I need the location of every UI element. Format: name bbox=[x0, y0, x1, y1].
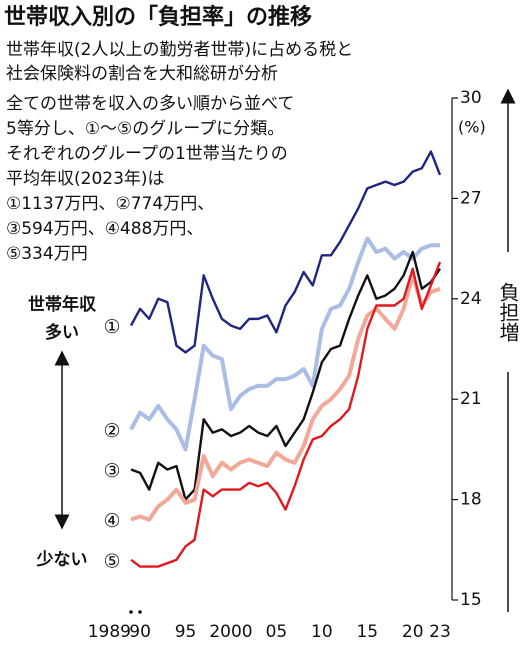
series-line bbox=[130, 250, 441, 501]
x-tick-label: 95 bbox=[175, 622, 197, 642]
series-label: ⑤ bbox=[103, 550, 120, 572]
note: ⑤334万円 bbox=[6, 244, 88, 264]
x-tick-label: 1989 bbox=[88, 622, 131, 642]
note: 全ての世帯を収入の多い順から並べて bbox=[6, 94, 294, 114]
right-label: 負担増 bbox=[496, 282, 520, 342]
y-unit: (%) bbox=[458, 118, 486, 137]
y-tick-label: 24 bbox=[460, 289, 482, 309]
series-label: ② bbox=[103, 420, 120, 442]
x-tick-label: 90 bbox=[129, 622, 151, 642]
left-label: 多い bbox=[45, 322, 79, 343]
y-tick-label: 30 bbox=[460, 88, 482, 108]
chart-title: 世帯収入別の「負担率」の推移 bbox=[4, 4, 312, 30]
note: 5等分し、①～⑤のグループに分類。 bbox=[6, 119, 284, 139]
series-line bbox=[130, 273, 441, 522]
y-tick-label: 27 bbox=[460, 188, 482, 208]
x-tick-label: 15 bbox=[356, 622, 378, 642]
x-tick-label: 20 bbox=[402, 622, 424, 642]
note: ③594万円、④488万円、 bbox=[6, 219, 203, 239]
note: ①1137万円、②774万円、 bbox=[6, 194, 214, 214]
series-line bbox=[129, 150, 442, 354]
series-line bbox=[130, 261, 442, 568]
label-bg bbox=[494, 252, 522, 372]
subtitle: 世帯年収(2人以上の勤労者世帯)に占める税と bbox=[6, 40, 353, 60]
left-label: 少ない bbox=[36, 550, 88, 570]
x-tick-label: 10 bbox=[311, 622, 333, 642]
x-tick-label: 05 bbox=[266, 622, 288, 642]
dot bbox=[129, 610, 133, 614]
series-label: ④ bbox=[103, 510, 120, 532]
left-label: 世帯年収 bbox=[28, 294, 97, 315]
y-tick-label: 15 bbox=[460, 590, 482, 610]
series-label: ① bbox=[103, 316, 120, 338]
y-tick-label: 21 bbox=[460, 389, 482, 409]
dot bbox=[138, 610, 142, 614]
subtitle: 社会保険料の割合を大和総研が分析 bbox=[6, 64, 278, 84]
x-tick-label: 2000 bbox=[209, 622, 252, 642]
note: それぞれのグループの1世帯当たりの bbox=[6, 144, 288, 164]
series-line bbox=[129, 236, 440, 452]
x-tick-label: 23 bbox=[429, 622, 451, 642]
y-tick-label: 18 bbox=[460, 490, 482, 510]
series-label: ③ bbox=[103, 460, 120, 482]
note: 平均年収(2023年)は bbox=[6, 169, 165, 189]
